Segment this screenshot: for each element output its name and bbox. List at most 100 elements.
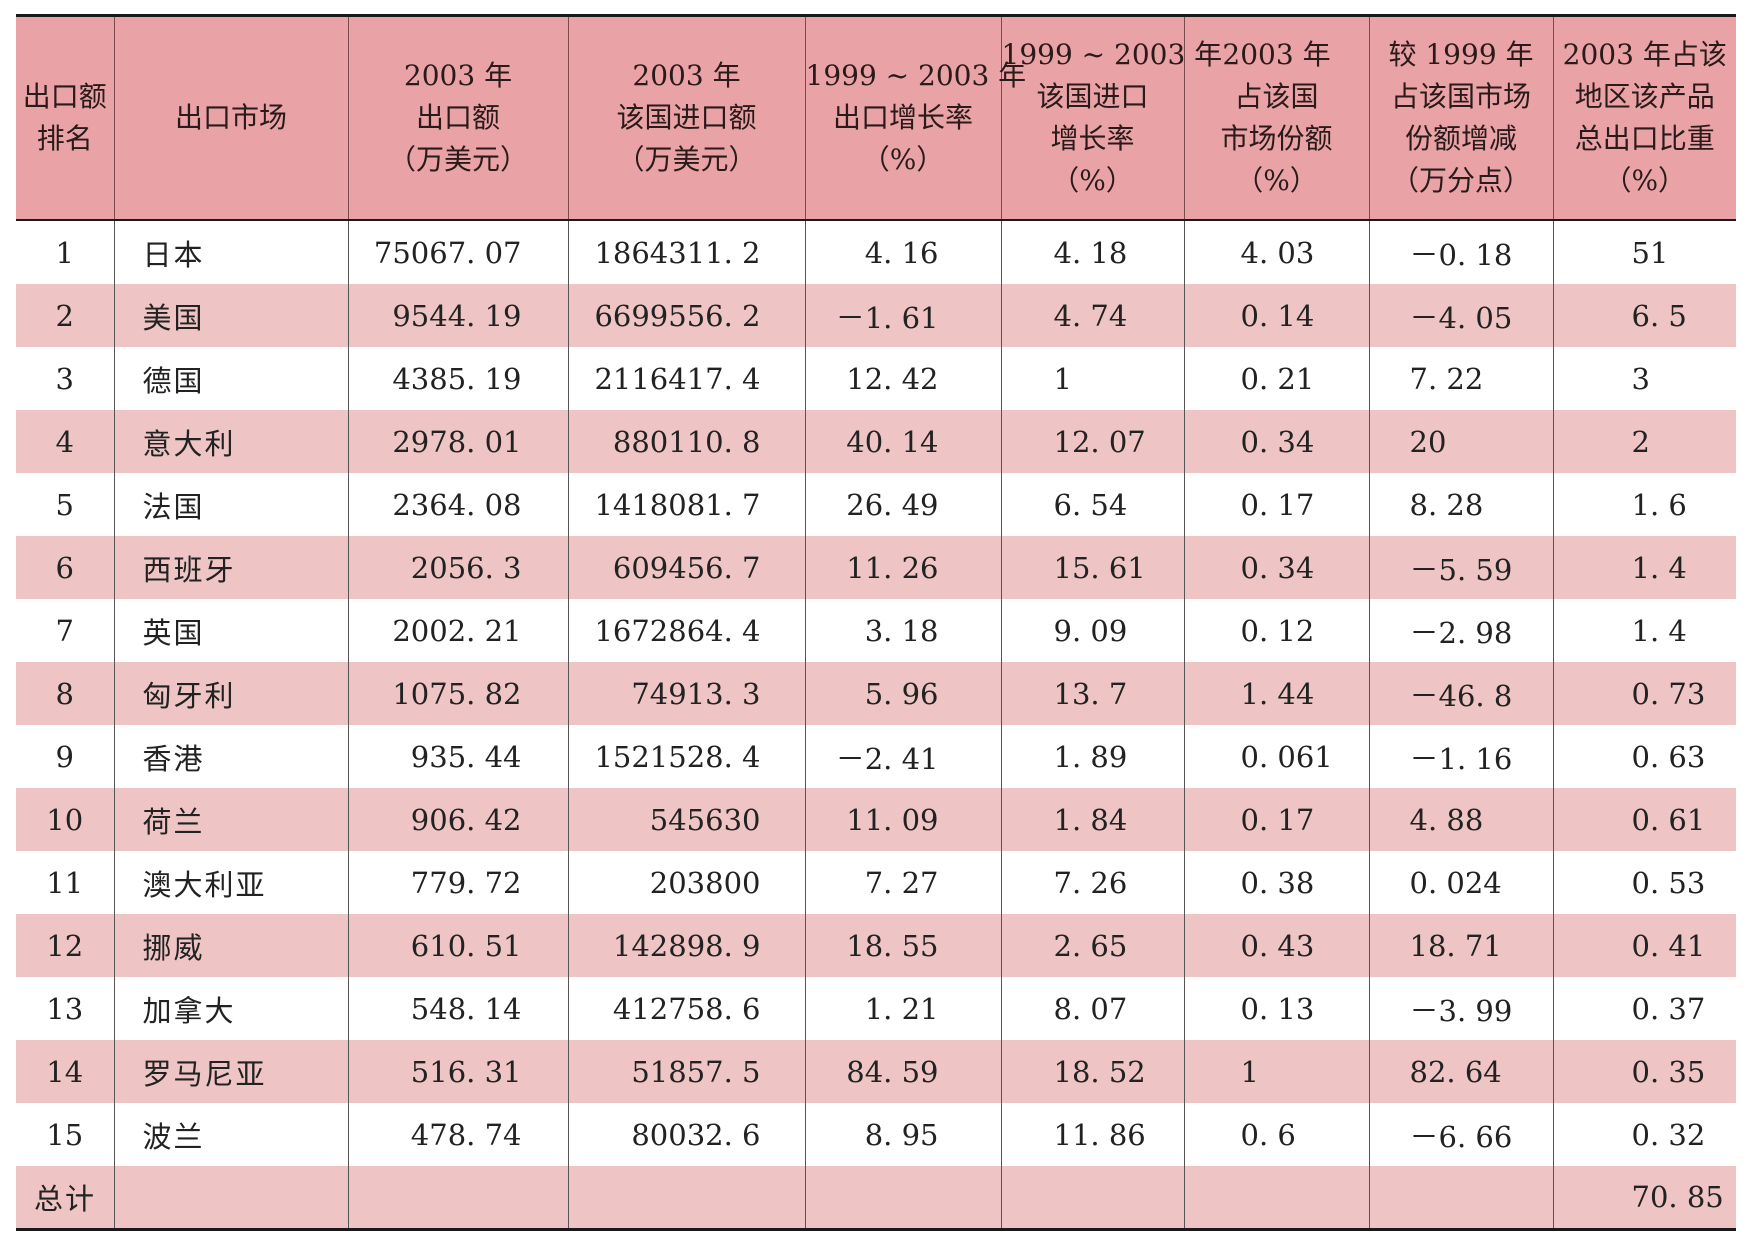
- export-ratio-cell: 0. 35: [1552, 1040, 1736, 1103]
- rank-cell: 8: [16, 662, 114, 725]
- table-row: 13 加拿大 548. 14 412758. 6 1. 21 8. 07 0. 13 －3. …: [16, 977, 1736, 1040]
- export-value-cell: 548. 14: [347, 977, 568, 1040]
- import-growth-cell: 11. 86: [1000, 1103, 1184, 1166]
- table-row: 3 德国 4385. 19 2116417. 4 12. 42 1 0. 21 7. 22 3: [16, 347, 1736, 410]
- export-growth-cell: 8. 95: [804, 1103, 1001, 1166]
- import-value-cell: 203800: [567, 851, 805, 914]
- share-change-cell: －5. 59: [1368, 536, 1553, 599]
- import-value-cell: 1418081. 7: [567, 473, 805, 536]
- export-growth-cell: 26. 49: [804, 473, 1001, 536]
- market-cell: 挪威: [113, 914, 348, 977]
- export-market-table-container: 出口额 排名 出口市场 2003 年出口额 （万美元） 2003 年该国进口额 （万美元） 1…: [16, 14, 1736, 1231]
- column-header-line: 2003 年: [632, 59, 741, 92]
- export-value-cell: 4385. 19: [347, 347, 568, 410]
- column-header-line: 市场份额: [1220, 122, 1333, 155]
- column-header-line: （%）: [1051, 164, 1134, 197]
- import-growth-cell: 1. 89: [1000, 725, 1184, 788]
- rank-cell: 1: [55, 235, 74, 270]
- total-label: 总计: [16, 1166, 114, 1230]
- market-cell: 日本: [113, 220, 348, 284]
- column-header-line: 占该国: [1234, 80, 1319, 113]
- market-cell: 荷兰: [113, 788, 348, 851]
- table-row: 1 日本 75067. 07 1864311. 2 4. 16 4. 18 4. 03 －0.…: [16, 220, 1736, 284]
- market-share-cell: 0. 12: [1183, 599, 1369, 662]
- table-row: 12 挪威 610. 51 142898. 9 18. 55 2. 65 0. 43 18. …: [16, 914, 1736, 977]
- export-value-cell: 2056. 3: [347, 536, 568, 599]
- rank-cell: 4: [16, 410, 114, 473]
- share-change-cell: 0. 024: [1368, 851, 1553, 914]
- export-growth-cell: 4. 16: [804, 220, 1001, 284]
- column-header-6: 1999 ~ 2003 年该国进口 增长率 （%）: [1000, 15, 1222, 220]
- import-value-cell: 51857. 5: [567, 1040, 805, 1103]
- column-header-line: 出口增长率: [832, 101, 973, 134]
- export-value-cell: 1075. 82: [347, 662, 568, 725]
- share-change-cell: －3. 99: [1368, 977, 1553, 1040]
- export-growth-cell: 12. 42: [804, 347, 1001, 410]
- market-share-cell: 0. 21: [1183, 347, 1369, 410]
- import-growth-cell: 18. 52: [1000, 1040, 1184, 1103]
- header-row: 出口额 排名 出口市场 2003 年出口额 （万美元） 2003 年该国进口额 （万美元） 1…: [16, 15, 1736, 220]
- column-header-5: 1999 ~ 2003 年出口增长率 （%）: [804, 15, 1026, 220]
- market-share-cell: 0. 34: [1183, 536, 1369, 599]
- column-header-line: （万分点）: [1390, 164, 1531, 197]
- rank-cell: 3: [55, 361, 74, 396]
- export-growth-cell: 5. 96: [804, 662, 1001, 725]
- export-value-cell: 779. 72: [347, 851, 568, 914]
- import-growth-cell: 6. 54: [1000, 473, 1184, 536]
- import-growth-cell: 13. 7: [1000, 662, 1184, 725]
- column-header-1: 出口额 排名: [16, 15, 114, 220]
- column-header-2: 出口市场: [113, 15, 348, 220]
- column-header-line: 2003 年: [403, 59, 513, 92]
- export-value-cell: 75067. 07: [347, 220, 568, 284]
- table-row: 10 荷兰 906. 42 545630 11. 09 1. 84 0. 17 4. 88 0.…: [16, 788, 1736, 851]
- table-row: 11 澳大利亚 779. 72 203800 7. 27 7. 26 0. 38 0. 024…: [16, 851, 1736, 914]
- export-growth-cell: 40. 14: [804, 410, 1001, 473]
- rank-cell: 13: [46, 991, 84, 1026]
- empty-cell: [1000, 1166, 1184, 1230]
- import-growth-cell: 1. 84: [1000, 788, 1184, 851]
- export-value-cell: 2002. 21: [347, 599, 568, 662]
- rank-cell: 12: [16, 914, 114, 977]
- rank-cell: 7: [55, 613, 74, 648]
- export-market-table: 出口额 排名 出口市场 2003 年出口额 （万美元） 2003 年该国进口额 （万美元） 1…: [16, 14, 1736, 1231]
- market-share-cell: 0. 43: [1183, 914, 1369, 977]
- export-ratio-cell: 1. 6: [1552, 473, 1736, 536]
- market-cell: 波兰: [113, 1103, 348, 1166]
- share-change-cell: －4. 05: [1368, 284, 1553, 347]
- export-ratio-cell: 1. 4: [1552, 599, 1736, 662]
- empty-cell: [1368, 1166, 1553, 1230]
- column-header-8: 较 1999 年占该国市场 份额增减 （万分点）: [1368, 15, 1553, 220]
- import-growth-cell: 15. 61: [1000, 536, 1184, 599]
- share-change-cell: 7. 22: [1368, 347, 1553, 410]
- column-header-line: （%）: [1603, 164, 1687, 197]
- column-header-line: 出口额: [22, 80, 107, 113]
- import-value-cell: 880110. 8: [567, 410, 805, 473]
- export-ratio-cell: 6. 5: [1552, 284, 1736, 347]
- share-change-cell: －0. 18: [1368, 220, 1553, 284]
- column-header-line: 出口市场: [174, 101, 287, 134]
- rank-cell: 2: [16, 284, 114, 347]
- share-change-cell: 4. 88: [1368, 788, 1553, 851]
- export-ratio-cell: 51: [1552, 220, 1736, 284]
- import-value-cell: 142898. 9: [567, 914, 805, 977]
- column-header-line: （万美元）: [616, 143, 757, 176]
- column-header-line: 该国进口额: [616, 101, 757, 134]
- export-value-cell: 9544. 19: [347, 284, 568, 347]
- market-cell: 德国: [113, 347, 348, 410]
- empty-cell: [113, 1166, 348, 1230]
- import-growth-cell: 4. 74: [1000, 284, 1184, 347]
- import-growth-cell: 9. 09: [1000, 599, 1184, 662]
- market-cell: 意大利: [113, 410, 348, 473]
- total-row: 总计 70. 85: [16, 1166, 1736, 1230]
- market-share-cell: 0. 061: [1183, 725, 1369, 788]
- market-share-cell: 0. 38: [1183, 851, 1369, 914]
- import-value-cell: 2116417. 4: [567, 347, 805, 410]
- import-growth-cell: 2. 65: [1000, 914, 1184, 977]
- import-value-cell: 74913. 3: [567, 662, 805, 725]
- share-change-cell: －2. 98: [1368, 599, 1553, 662]
- import-growth-cell: 7. 26: [1000, 851, 1184, 914]
- market-share-cell: 0. 17: [1183, 473, 1369, 536]
- export-ratio-cell: 0. 32: [1552, 1103, 1736, 1166]
- market-cell: 法国: [113, 473, 348, 536]
- column-header-9: 2003 年占该 地区该产品 总出口比重 （%）: [1552, 15, 1736, 220]
